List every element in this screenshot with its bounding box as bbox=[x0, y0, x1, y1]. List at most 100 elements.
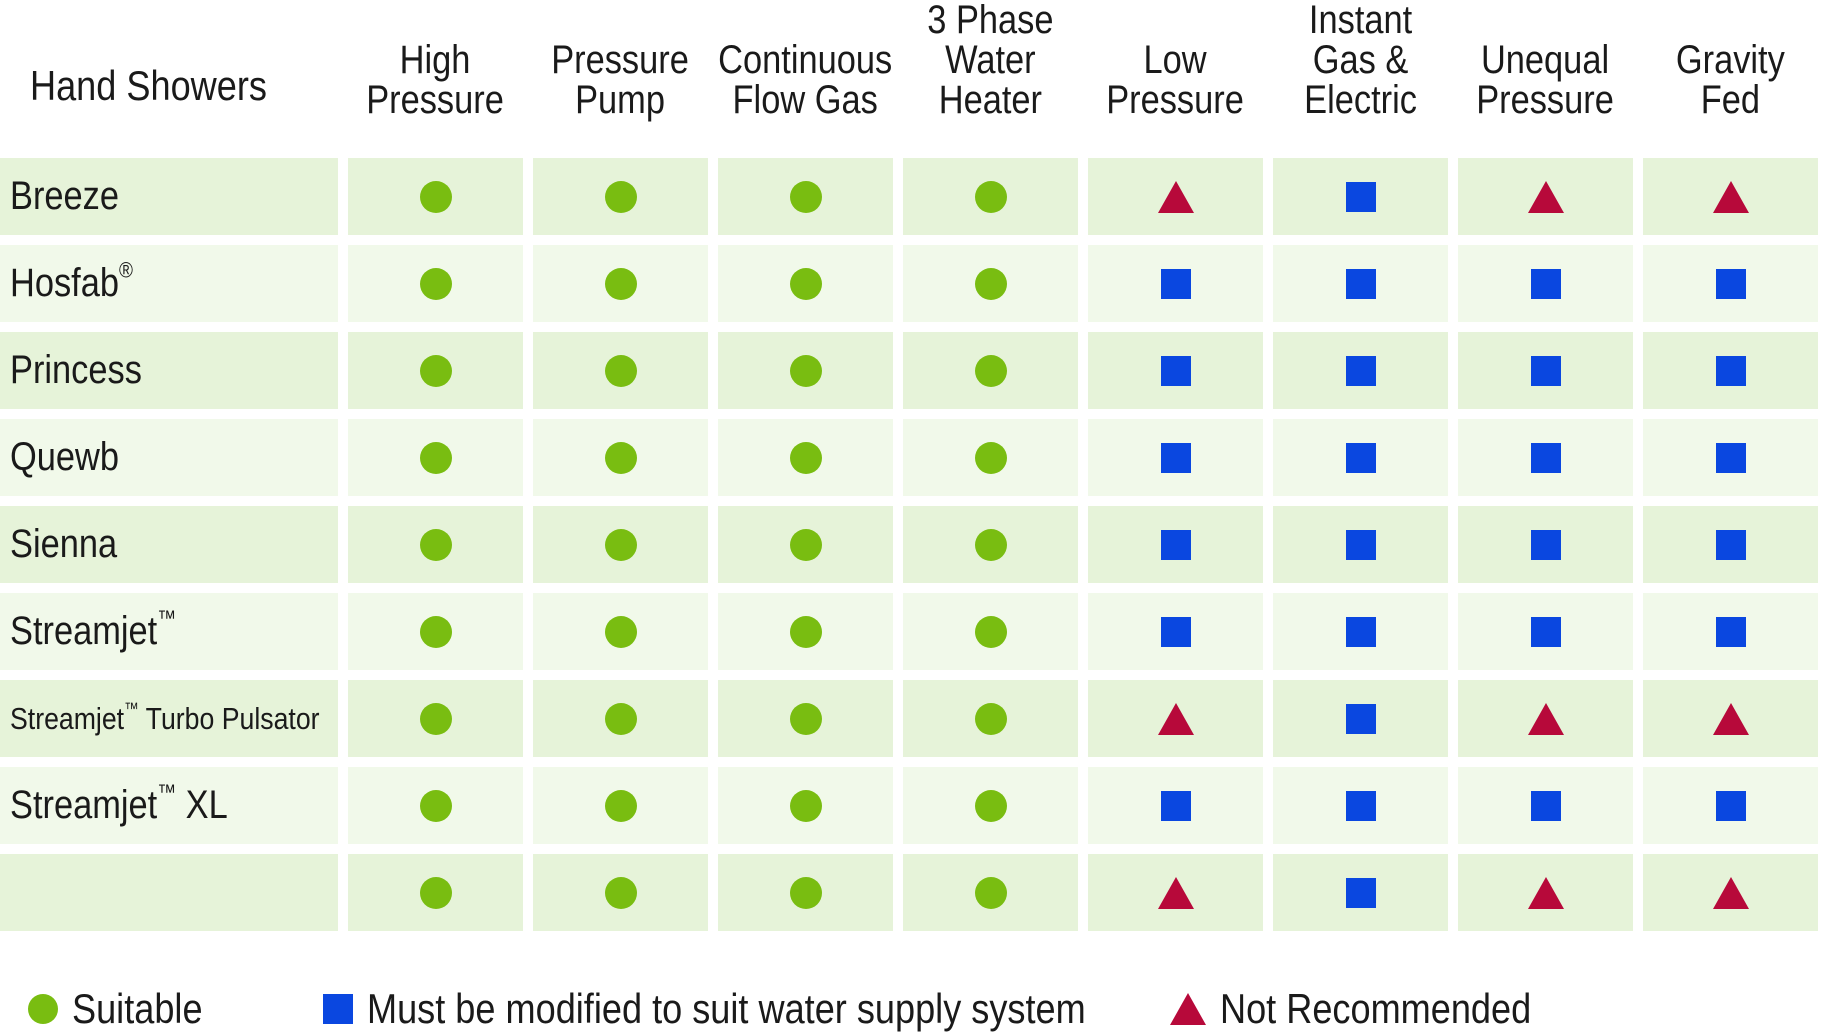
table-cell bbox=[718, 419, 893, 496]
red-triangle-icon bbox=[1712, 876, 1749, 909]
green-circle-icon bbox=[419, 789, 452, 822]
product-name-text: Princess bbox=[10, 348, 142, 392]
blue-square-icon bbox=[1160, 790, 1191, 821]
table-cell bbox=[1643, 332, 1818, 409]
table-cell bbox=[1273, 680, 1448, 757]
table-cell bbox=[1088, 680, 1263, 757]
green-circle-icon bbox=[974, 441, 1007, 474]
compatibility-table: Breeze Hosfab® Princess Quewb Sienna Streamje… bbox=[0, 158, 1818, 931]
product-name-suffix: XL bbox=[176, 783, 228, 827]
blue-square-icon bbox=[1530, 442, 1561, 473]
table-cell bbox=[348, 332, 523, 409]
green-circle-icon bbox=[974, 180, 1007, 213]
table-cell bbox=[718, 854, 893, 931]
blue-square-icon bbox=[1715, 529, 1746, 560]
green-circle-icon bbox=[974, 267, 1007, 300]
column-header-label: Pressure Pump bbox=[551, 38, 690, 122]
green-circle-icon bbox=[789, 267, 822, 300]
table-cell bbox=[903, 593, 1078, 670]
green-circle-icon bbox=[419, 267, 452, 300]
column-header-label: Continuous Flow Gas bbox=[718, 38, 893, 122]
blue-square-icon bbox=[1345, 790, 1376, 821]
green-circle-icon bbox=[789, 615, 822, 648]
table-cell bbox=[718, 680, 893, 757]
column-header: Instant Gas & Electric bbox=[1273, 0, 1448, 120]
table-cell bbox=[533, 245, 708, 322]
table-cell bbox=[1643, 419, 1818, 496]
table-cell bbox=[1643, 680, 1818, 757]
green-circle-icon bbox=[974, 702, 1007, 735]
green-circle-icon bbox=[419, 615, 452, 648]
table-cell bbox=[718, 245, 893, 322]
green-circle-icon bbox=[28, 994, 58, 1024]
green-circle-icon bbox=[789, 789, 822, 822]
legend-modify: Must be modified to suit water supply sy… bbox=[323, 985, 1203, 1033]
blue-square-icon bbox=[1530, 268, 1561, 299]
trademark-mark: ™ bbox=[157, 605, 177, 631]
table-cell bbox=[1643, 767, 1818, 844]
legend-suitable-label: Suitable bbox=[72, 985, 203, 1032]
table-cell bbox=[1458, 506, 1633, 583]
trademark-mark: ™ bbox=[157, 779, 177, 805]
green-circle-icon bbox=[604, 615, 637, 648]
column-header-label: Unequal Pressure bbox=[1476, 38, 1615, 122]
legend-modify-label: Must be modified to suit water supply sy… bbox=[367, 985, 1086, 1032]
green-circle-icon bbox=[789, 528, 822, 561]
green-circle-icon bbox=[604, 528, 637, 561]
blue-square-icon bbox=[1345, 529, 1376, 560]
row-name-cell: Breeze bbox=[0, 158, 338, 235]
blue-square-icon bbox=[323, 994, 353, 1024]
column-header-label: Gravity Fed bbox=[1676, 38, 1785, 122]
table-cell bbox=[533, 419, 708, 496]
table-cell bbox=[1458, 854, 1633, 931]
green-circle-icon bbox=[419, 354, 452, 387]
table-cell bbox=[1643, 854, 1818, 931]
table-cell bbox=[348, 419, 523, 496]
table-cell bbox=[718, 158, 893, 235]
row-name-cell: Quewb bbox=[0, 419, 338, 496]
blue-square-icon bbox=[1160, 616, 1191, 647]
green-circle-icon bbox=[604, 441, 637, 474]
red-triangle-icon bbox=[1170, 993, 1206, 1025]
green-circle-icon bbox=[789, 876, 822, 909]
table-cell bbox=[1458, 593, 1633, 670]
blue-square-icon bbox=[1345, 877, 1376, 908]
red-triangle-icon bbox=[1712, 180, 1749, 213]
blue-square-icon bbox=[1715, 268, 1746, 299]
row-name-cell: Streamjet™ bbox=[0, 593, 338, 670]
green-circle-icon bbox=[974, 789, 1007, 822]
table-cell bbox=[1273, 419, 1448, 496]
blue-square-icon bbox=[1345, 616, 1376, 647]
table-cell bbox=[718, 593, 893, 670]
blue-square-icon bbox=[1345, 181, 1376, 212]
green-circle-icon bbox=[419, 876, 452, 909]
table-cell bbox=[903, 158, 1078, 235]
product-name-text: Breeze bbox=[10, 174, 120, 218]
row-name-cell: Princess bbox=[0, 332, 338, 409]
green-circle-icon bbox=[789, 354, 822, 387]
blue-square-icon bbox=[1715, 790, 1746, 821]
green-circle-icon bbox=[604, 702, 637, 735]
blue-square-icon bbox=[1160, 355, 1191, 386]
column-header: Unequal Pressure bbox=[1458, 0, 1633, 120]
table-cell bbox=[348, 854, 523, 931]
blue-square-icon bbox=[1715, 616, 1746, 647]
row-name-cell: Hosfab® bbox=[0, 245, 338, 322]
table-cell bbox=[1643, 245, 1818, 322]
blue-square-icon bbox=[1530, 616, 1561, 647]
table-cell bbox=[533, 680, 708, 757]
blue-square-icon bbox=[1530, 790, 1561, 821]
table-cell bbox=[1273, 506, 1448, 583]
table-cell bbox=[348, 680, 523, 757]
product-name: Streamjet™ bbox=[10, 607, 176, 654]
table-cell bbox=[1458, 158, 1633, 235]
row-name-cell: Sienna bbox=[0, 506, 338, 583]
blue-square-icon bbox=[1530, 529, 1561, 560]
blue-square-icon bbox=[1715, 355, 1746, 386]
table-cell bbox=[718, 332, 893, 409]
column-header-label: High Pressure bbox=[366, 38, 505, 122]
blue-square-icon bbox=[1160, 268, 1191, 299]
red-triangle-icon bbox=[1157, 702, 1194, 735]
row-name-cell bbox=[0, 854, 338, 931]
table-cell bbox=[903, 767, 1078, 844]
